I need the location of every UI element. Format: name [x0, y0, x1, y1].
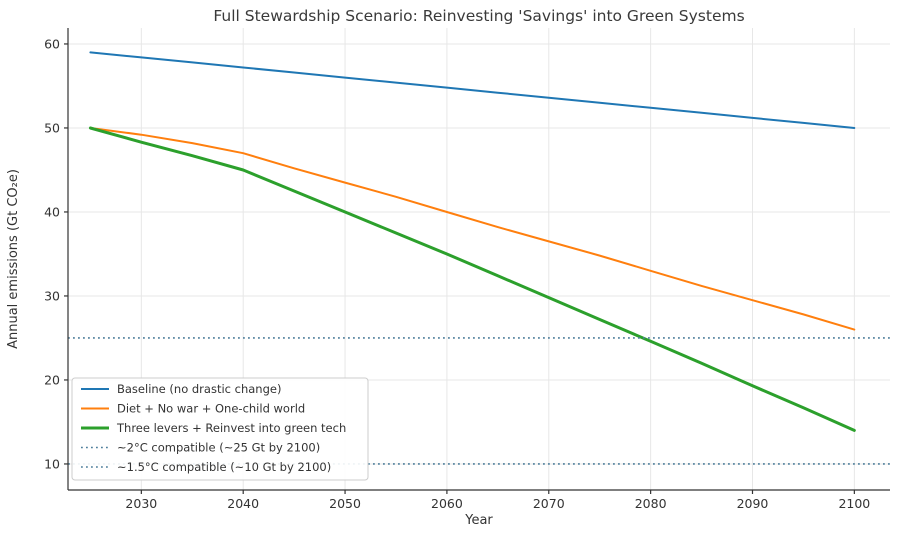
x-tick-label: 2050	[329, 496, 361, 511]
y-tick-label: 20	[44, 372, 60, 387]
legend-box	[71, 377, 369, 481]
y-axis-label: Annual emissions (Gt CO₂e)	[6, 169, 21, 349]
x-tick-label: 2100	[838, 496, 870, 511]
legend: Baseline (no drastic change) Diet + No wa…	[71, 377, 369, 481]
legend-label: ~1.5°C compatible (~10 Gt by 2100)	[117, 460, 331, 474]
y-tick-label: 10	[44, 456, 60, 471]
x-tick-label: 2060	[431, 496, 463, 511]
y-tick-label: 40	[44, 204, 60, 219]
series-line	[88, 126, 856, 432]
chart-title: Full Stewardship Scenario: Reinvesting '…	[213, 7, 744, 25]
x-tick-label: 2080	[635, 496, 667, 511]
y-tick-label: 60	[44, 36, 60, 51]
x-tick-label: 2070	[533, 496, 565, 511]
x-tick-label: 2090	[737, 496, 769, 511]
x-tick-label: 2040	[227, 496, 259, 511]
grid-layer	[68, 28, 890, 490]
series-line	[89, 127, 856, 331]
series-layer	[68, 51, 890, 465]
y-tick-label: 50	[44, 120, 60, 135]
x-axis-label: Year	[464, 513, 493, 528]
y-tick-label: 30	[44, 288, 60, 303]
x-tick-label: 2030	[125, 496, 157, 511]
axis-layer	[64, 28, 890, 494]
tick-label-layer: 2030 2040 2050 2060 2070 2080 2090 210010203040…	[44, 36, 870, 511]
series-line	[89, 51, 856, 129]
legend-label: Baseline (no drastic change)	[117, 382, 281, 396]
legend-label: Three levers + Reinvest into green tech	[116, 421, 346, 435]
legend-label: Diet + No war + One-child world	[117, 402, 305, 416]
legend-label: ~2°C compatible (~25 Gt by 2100)	[117, 441, 320, 455]
